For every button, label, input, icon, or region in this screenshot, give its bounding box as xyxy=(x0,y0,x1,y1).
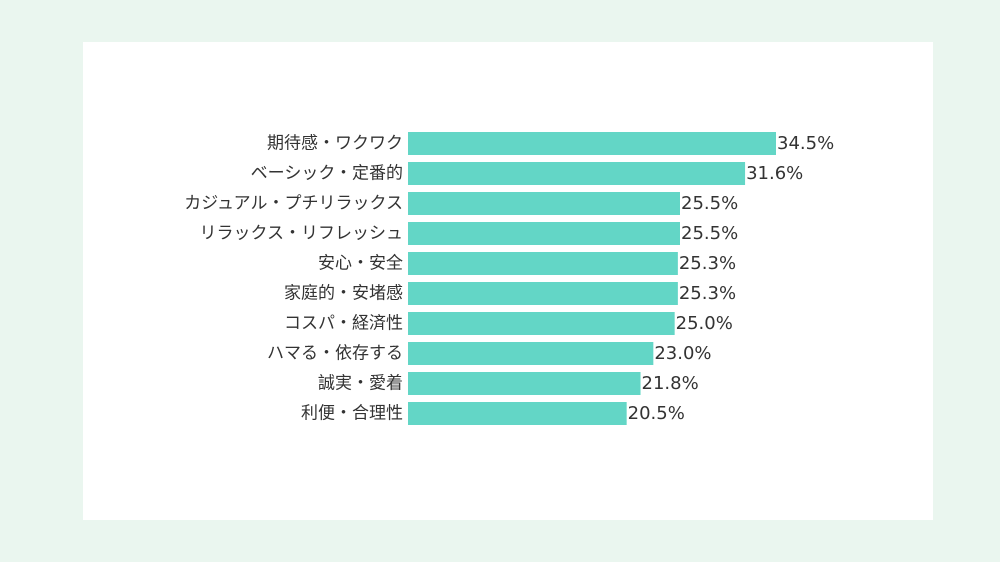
category-label: リラックス・リフレッシュ xyxy=(200,224,404,244)
bar xyxy=(408,192,680,215)
category-label: 家庭的・安堵感 xyxy=(284,284,403,304)
value-label: 20.5% xyxy=(628,403,685,424)
bar xyxy=(408,222,680,245)
value-label: 23.0% xyxy=(654,343,711,364)
category-label: ベーシック・定番的 xyxy=(251,164,403,184)
category-label: カジュアル・プチリラックス xyxy=(184,194,403,214)
bar xyxy=(408,162,746,185)
bar xyxy=(408,312,675,335)
value-label: 25.3% xyxy=(679,253,736,274)
bar xyxy=(408,132,776,155)
category-label: 期待感・ワクワク xyxy=(267,134,403,154)
value-label: 25.3% xyxy=(679,283,736,304)
bar xyxy=(408,402,627,425)
category-label: 安心・安全 xyxy=(318,254,403,274)
value-label: 31.6% xyxy=(746,163,803,184)
bar xyxy=(408,372,641,395)
bar xyxy=(408,282,678,305)
bar-chart: 期待感・ワクワク 34.5% ベーシック・定番的 31.6% カジュアル・プチリラックス… xyxy=(184,132,834,425)
value-label: 25.5% xyxy=(681,193,738,214)
bar xyxy=(408,342,654,365)
value-label: 34.5% xyxy=(777,133,834,154)
category-label: 誠実・愛着 xyxy=(318,374,403,394)
category-label: 利便・合理性 xyxy=(301,404,403,424)
category-label: ハマる・依存する xyxy=(267,344,403,364)
bar xyxy=(408,252,678,275)
category-label: コスパ・経済性 xyxy=(284,314,403,334)
value-label: 25.0% xyxy=(676,313,733,334)
value-label: 25.5% xyxy=(681,223,738,244)
chart-card: 期待感・ワクワク 34.5% ベーシック・定番的 31.6% カジュアル・プチリラックス… xyxy=(83,42,933,520)
value-label: 21.8% xyxy=(642,373,699,394)
